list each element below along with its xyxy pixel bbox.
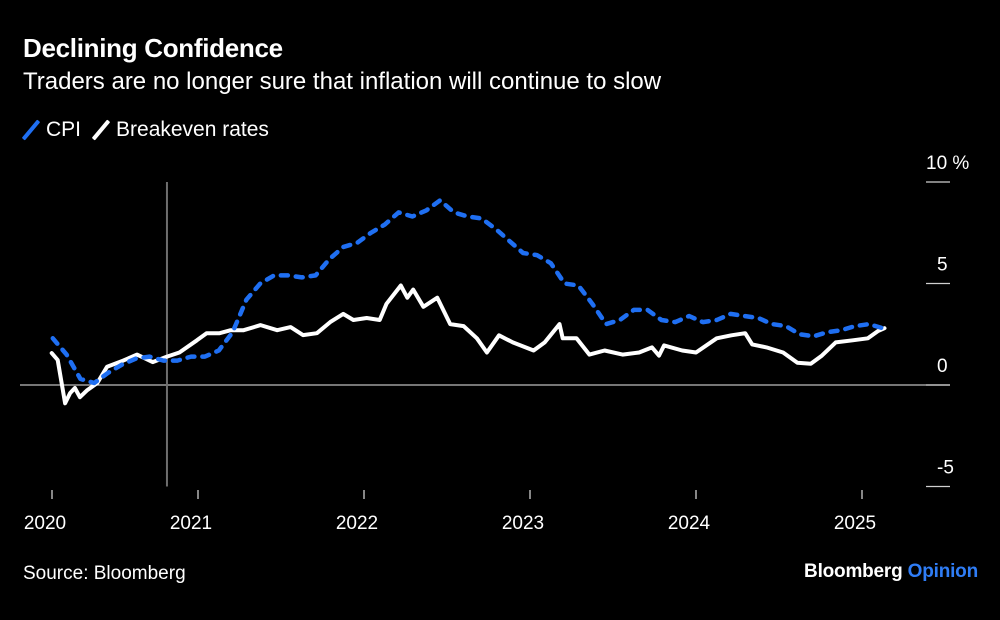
y-tick-label: -5 — [937, 458, 954, 479]
series-line-cpi — [50, 198, 886, 386]
chart-subtitle: Traders are no longer sure that inflatio… — [23, 68, 662, 95]
x-tick-label: 2024 — [668, 513, 711, 534]
series-cpi — [50, 198, 886, 386]
chart-title: Declining Confidence — [23, 33, 283, 63]
x-tick-label: 2022 — [336, 513, 378, 534]
x-tick-label: 2023 — [502, 513, 544, 534]
y-tick-label: 10 % — [926, 153, 969, 174]
y-tick-label: 5 — [937, 255, 948, 276]
legend-item-cpi: CPI — [21, 118, 82, 142]
y-tick-label: 0 — [937, 356, 948, 377]
source-note: Source: Bloomberg — [23, 563, 186, 584]
legend-label-cpi: CPI — [46, 118, 82, 141]
x-tick-label: 2021 — [170, 513, 212, 534]
legend-label-breakeven: Breakeven rates — [116, 118, 269, 141]
bloomberg-opinion-logo: Bloomberg Opinion — [804, 561, 978, 583]
x-tick-label: 2020 — [24, 513, 66, 534]
legend: CPI Breakeven rates — [21, 118, 281, 142]
series-breakeven — [49, 283, 887, 406]
x-tick-label: 2025 — [834, 513, 876, 534]
logo-section: Opinion — [907, 561, 979, 582]
logo-brand: Bloomberg — [804, 561, 903, 582]
legend-item-breakeven: Breakeven rates — [91, 118, 269, 142]
